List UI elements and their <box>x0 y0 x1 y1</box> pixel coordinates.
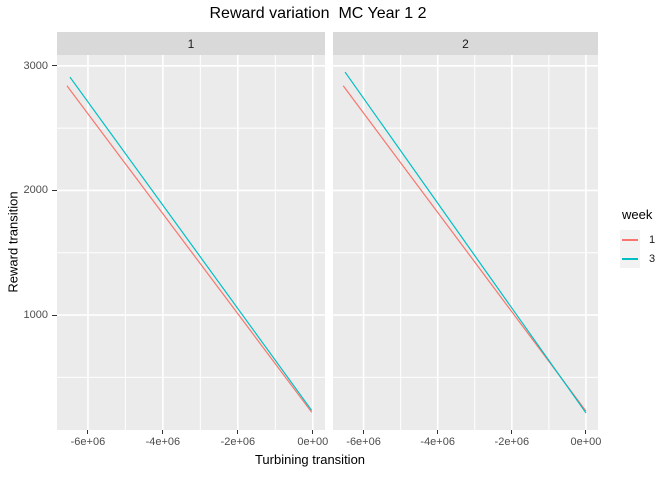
series-line-week-3 <box>344 71 587 414</box>
legend-key-swatch <box>620 230 640 249</box>
y-axis-title: Reward transition <box>5 191 21 293</box>
y-tick-label: 3000 <box>23 59 48 72</box>
x-tick-label: -2e+06 <box>220 436 256 448</box>
facet-strip-label: 1 <box>187 36 195 51</box>
x-tick-mark <box>87 430 89 434</box>
x-tick-label: -4e+06 <box>145 436 181 448</box>
legend-item-week-1: 1 <box>620 230 655 249</box>
facet-strip-1: 1 <box>57 32 325 55</box>
facet-panel-2 <box>333 55 598 430</box>
x-tick-mark <box>363 430 365 434</box>
x-tick-mark <box>237 430 239 434</box>
legend-label: 3 <box>649 252 656 265</box>
y-tick-mark <box>52 65 57 67</box>
legend-title: week <box>622 207 653 222</box>
legend-line-icon <box>622 238 638 241</box>
x-axis-title: Turbining transition <box>254 452 366 467</box>
x-tick-mark <box>585 430 587 434</box>
y-tick-mark <box>52 189 57 191</box>
y-tick-label: 2000 <box>23 184 48 197</box>
x-tick-mark <box>511 430 513 434</box>
x-tick-mark <box>312 430 314 434</box>
x-tick-label: 0e+00 <box>297 436 329 448</box>
x-tick-label: -2e+06 <box>494 436 530 448</box>
x-tick-label: -4e+06 <box>420 436 455 448</box>
legend-line-icon <box>622 257 638 260</box>
facet-strip-2: 2 <box>333 32 598 55</box>
legend-key-swatch <box>620 249 640 268</box>
plot-title: Reward variation MC Year 1 2 <box>209 5 427 22</box>
panel-plot-area <box>333 55 598 430</box>
legend-item-week-3: 3 <box>620 249 655 268</box>
facet-panel-1 <box>57 55 325 430</box>
series-line-week-3 <box>69 76 313 411</box>
y-tick-label: 1000 <box>23 309 48 322</box>
x-tick-label: 0e+00 <box>570 436 602 448</box>
series-line-week-1 <box>342 85 587 412</box>
y-tick-mark <box>52 314 57 316</box>
x-tick-mark <box>162 430 164 434</box>
panel-plot-area <box>57 55 325 430</box>
x-tick-mark <box>437 430 439 434</box>
legend: week 1 3 <box>618 207 655 268</box>
series-line-week-1 <box>66 85 313 413</box>
x-tick-label: -6e+06 <box>346 436 381 448</box>
facet-strip-label: 2 <box>462 36 469 51</box>
x-tick-label: -6e+06 <box>70 436 106 448</box>
legend-label: 1 <box>649 233 656 246</box>
